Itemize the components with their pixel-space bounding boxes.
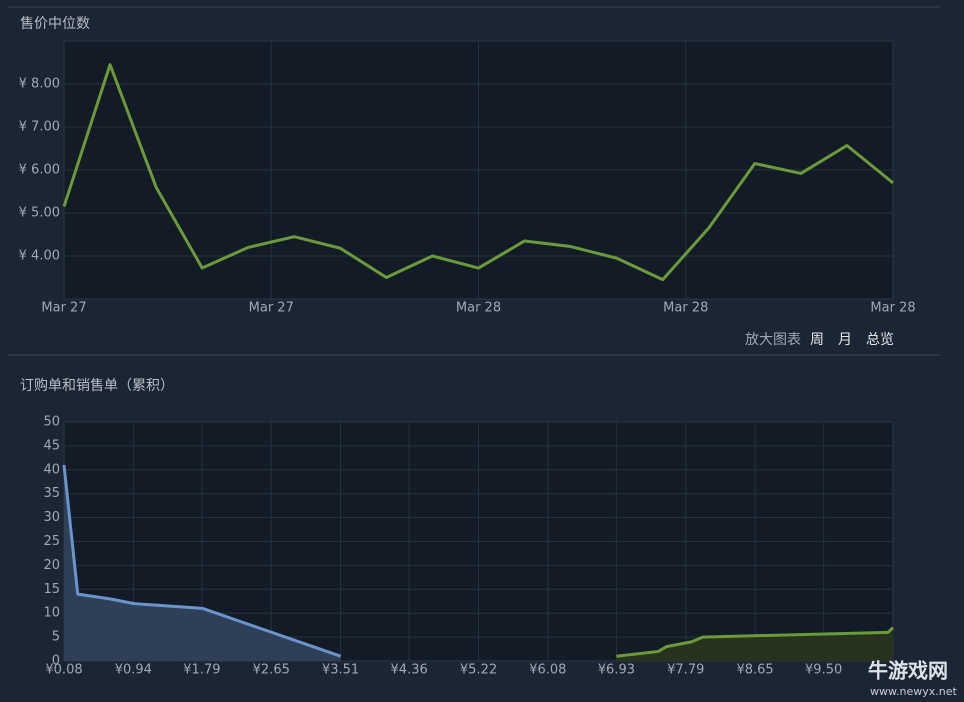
watermark: 牛游戏网 [868,659,948,683]
y-tick-label: 45 [43,438,60,453]
x-tick-label: ¥6.93 [598,663,635,678]
y-tick-label: 15 [43,582,60,597]
x-tick-label: ¥9.50 [805,663,842,678]
x-tick-label: Mar 28 [663,301,708,316]
x-tick-label: ¥0.94 [115,663,152,678]
x-tick-label: ¥2.65 [253,663,290,678]
x-tick-label: ¥7.79 [667,663,704,678]
area [616,627,893,661]
y-tick-label: 10 [43,606,60,621]
y-tick-label: ¥ 5.00 [19,206,60,221]
y-tick-label: 30 [43,510,60,525]
y-tick-label: 50 [43,415,60,430]
zoom-label: 放大图表 [745,332,801,348]
chart-title: 订购单和销售单（累积） [20,378,174,394]
line [62,464,342,658]
x-tick-label: Mar 28 [870,301,915,316]
x-tick-label: ¥0.08 [45,663,82,678]
y-tick-label: 20 [43,558,60,573]
line [62,63,894,282]
area [64,465,341,661]
x-tick-label: ¥5.22 [460,663,497,678]
plot-border [63,40,894,300]
y-tick-label: 5 [52,630,60,645]
watermark-url: www.newyx.net [870,685,957,698]
y-tick-label: ¥ 7.00 [19,120,60,135]
week-button[interactable]: 周 [810,332,824,348]
y-tick-label: ¥ 6.00 [19,163,60,178]
y-tick-label: 0 [52,654,60,669]
x-tick-label: ¥8.65 [736,663,773,678]
x-tick-label: ¥3.51 [322,663,359,678]
all-button[interactable]: 总览 [866,332,894,348]
x-tick-label: Mar 28 [456,301,501,316]
y-tick-label: ¥ 8.00 [19,77,60,92]
y-tick-label: ¥ 4.00 [19,249,60,264]
x-tick-label: ¥4.36 [391,663,428,678]
x-tick-label: Mar 27 [41,301,86,316]
y-tick-label: 25 [43,534,60,549]
x-tick-label: Mar 27 [249,301,294,316]
chart-title: 售价中位数 [20,16,90,32]
x-tick-label: ¥6.08 [529,663,566,678]
y-tick-label: 35 [43,486,60,501]
y-tick-label: 40 [43,462,60,477]
x-tick-label: ¥1.79 [183,663,220,678]
line [616,626,895,658]
month-button[interactable]: 月 [838,332,852,348]
